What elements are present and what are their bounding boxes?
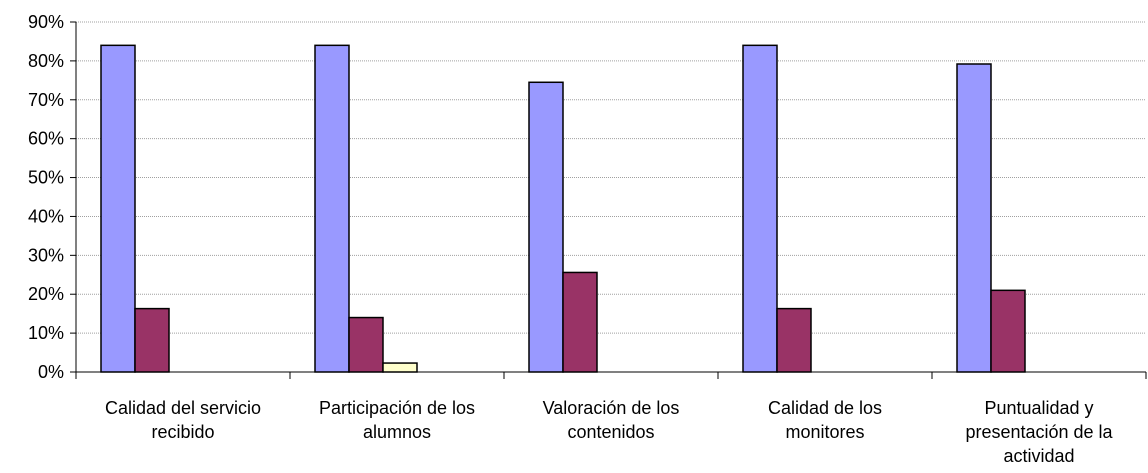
x-axis: Calidad del servicio recibido Participació…	[75, 371, 1147, 466]
y-tick-label: 40%	[28, 206, 64, 226]
bar-series-1-cat-2	[314, 44, 350, 373]
bar-series-1-cat-3	[528, 81, 564, 373]
bars	[100, 44, 1026, 373]
y-tick-label: 60%	[28, 129, 64, 149]
bar-series-2-cat-5	[990, 289, 1026, 373]
bar-series-1-cat-5	[956, 63, 992, 373]
y-tick-label: 90%	[28, 12, 64, 32]
x-category-label: Calidad del servicio recibido	[105, 398, 261, 442]
x-category-label: Valoración de los contenidos	[543, 398, 680, 442]
x-category-label: Calidad de los monitores	[768, 398, 882, 442]
x-category-label: Puntualidad y presentación de la actividad	[965, 398, 1113, 466]
y-tick-label: 10%	[28, 323, 64, 343]
y-tick-label: 30%	[28, 245, 64, 265]
y-tick-label: 70%	[28, 90, 64, 110]
bar-series-1-cat-1	[100, 44, 136, 373]
gridlines	[76, 21, 1146, 334]
bar-series-2-cat-3	[562, 271, 598, 373]
y-tick-label: 0%	[38, 362, 64, 382]
y-tick-label: 20%	[28, 284, 64, 304]
bar-series-1-cat-4	[742, 44, 778, 373]
y-axis: 0% 10% 20% 30% 40% 50% 60% 70% 80% 90%	[28, 12, 77, 382]
bar-series-2-cat-4	[776, 307, 812, 373]
bar-series-3-cat-2	[382, 362, 418, 373]
bar-series-2-cat-2	[348, 316, 384, 373]
y-tick-label: 50%	[28, 168, 64, 188]
x-category-label: Participación de los alumnos	[319, 398, 475, 442]
y-tick-label: 80%	[28, 51, 64, 71]
bar-series-2-cat-1	[134, 307, 170, 373]
